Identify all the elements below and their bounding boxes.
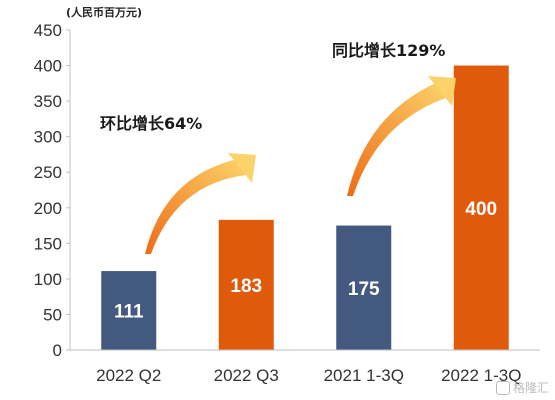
y-axis: 0 50 100 150 200 250 300 350 400 450 bbox=[34, 21, 71, 360]
arrow-head bbox=[228, 153, 256, 183]
y-tick-label: 250 bbox=[34, 163, 62, 182]
arrow-body bbox=[145, 159, 246, 254]
unit-label: (人民币百万元) bbox=[66, 6, 143, 19]
y-tick-label: 200 bbox=[34, 199, 62, 218]
x-tick-label: 2022 Q2 bbox=[96, 366, 161, 385]
y-tick-label: 350 bbox=[34, 92, 62, 111]
arrow-body bbox=[347, 82, 446, 196]
bar-value-label: 111 bbox=[114, 302, 144, 323]
watermark-logo-icon bbox=[495, 380, 510, 395]
y-tick-label: 300 bbox=[34, 128, 62, 147]
watermark: 格隆汇 bbox=[495, 379, 549, 396]
y-tick-label: 450 bbox=[34, 21, 62, 40]
y-tick-label: 100 bbox=[34, 270, 62, 289]
bar-value-label: 183 bbox=[230, 276, 262, 297]
growth-annotation: 同比增长129% bbox=[332, 41, 445, 60]
bar bbox=[336, 225, 392, 350]
growth-arrow bbox=[145, 153, 256, 254]
bar-value-label: 400 bbox=[465, 199, 497, 220]
watermark-text: 格隆汇 bbox=[512, 381, 549, 395]
bar bbox=[218, 219, 274, 350]
x-axis: 2022 Q2 2022 Q3 2021 1-3Q 2022 1-3Q bbox=[70, 349, 540, 385]
bar-value-label: 175 bbox=[348, 279, 380, 300]
y-tick-label: 50 bbox=[43, 305, 62, 324]
arrow-head bbox=[428, 76, 456, 106]
bar bbox=[101, 271, 157, 350]
bars: 111 183 175 400 bbox=[101, 65, 509, 351]
growth-arrows: 环比增长64% 同比增长129% bbox=[100, 41, 456, 254]
y-tick-label: 150 bbox=[34, 234, 62, 253]
growth-annotation: 环比增长64% bbox=[100, 114, 202, 133]
x-tick-label: 2021 1-3Q bbox=[324, 366, 404, 385]
growth-arrow bbox=[347, 76, 456, 196]
bar bbox=[453, 65, 509, 351]
x-tick-label: 2022 Q3 bbox=[214, 366, 279, 385]
y-tick-label: 0 bbox=[53, 341, 62, 360]
y-tick-label: 400 bbox=[34, 57, 62, 76]
x-tick-label: 2022 1-3Q bbox=[441, 366, 521, 385]
